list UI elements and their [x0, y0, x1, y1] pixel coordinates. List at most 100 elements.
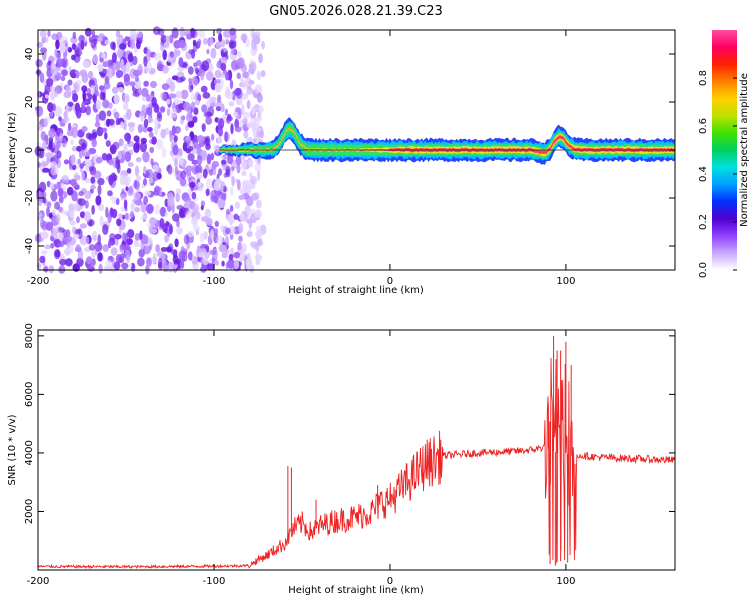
noise-blob: [181, 115, 186, 121]
noise-blob: [99, 215, 104, 227]
noise-blob: [84, 27, 92, 37]
noise-blob: [44, 84, 51, 95]
noise-blob: [168, 34, 174, 44]
noise-blob: [208, 168, 214, 176]
noise-blob: [250, 48, 257, 56]
noise-blob: [94, 83, 99, 93]
noise-blob: [233, 213, 239, 220]
noise-blob: [41, 250, 48, 255]
x-tick-label: 0: [387, 276, 393, 287]
noise-blob: [81, 171, 85, 181]
noise-blob: [256, 70, 261, 81]
noise-blob: [143, 80, 149, 87]
noise-blob: [118, 138, 124, 147]
noise-blob: [229, 167, 233, 179]
noise-blob: [87, 265, 95, 272]
noise-blob: [227, 213, 236, 224]
noise-blob: [102, 99, 110, 109]
noise-blob: [38, 212, 43, 219]
noise-blob: [48, 128, 56, 139]
noise-blob: [146, 203, 154, 214]
noise-blob: [116, 48, 123, 59]
noise-blob: [211, 163, 216, 171]
noise-blob: [213, 179, 221, 191]
noise-blob: [161, 83, 170, 91]
noise-blob: [154, 185, 160, 196]
noise-blob: [241, 243, 248, 254]
noise-blob: [128, 125, 135, 133]
noise-blob: [233, 259, 240, 269]
noise-blob: [46, 114, 51, 124]
noise-blob: [197, 93, 202, 102]
noise-blob: [106, 67, 114, 79]
noise-blob: [107, 241, 112, 249]
noise-blob: [52, 209, 56, 217]
noise-blob: [149, 228, 158, 234]
noise-blob: [162, 261, 170, 273]
noise-blob: [111, 86, 119, 94]
noise-blob: [132, 91, 140, 97]
noise-blob: [102, 61, 109, 68]
noise-blob: [74, 102, 81, 113]
noise-blob: [229, 247, 234, 255]
noise-blob: [59, 258, 67, 266]
noise-blob: [248, 79, 255, 85]
noise-blob: [220, 49, 224, 57]
noise-blob: [164, 211, 169, 218]
noise-blob: [136, 157, 142, 163]
noise-blob: [243, 130, 249, 139]
noise-blob: [235, 87, 243, 99]
noise-blob: [85, 177, 90, 184]
noise-blob: [196, 145, 201, 155]
noise-blob: [37, 124, 44, 131]
noise-blob: [255, 251, 260, 259]
noise-blob: [225, 165, 231, 176]
noise-blob: [216, 235, 224, 245]
noise-blob: [134, 199, 143, 206]
noise-blob: [123, 93, 130, 104]
noise-blob: [178, 209, 185, 219]
noise-blob: [82, 70, 86, 79]
noise-blob: [75, 79, 82, 86]
noise-blob: [139, 230, 143, 240]
noise-blob: [154, 203, 160, 215]
noise-blob: [169, 51, 174, 58]
noise-blob: [210, 229, 215, 240]
noise-blob: [38, 198, 42, 207]
noise-blob: [115, 117, 120, 126]
noise-blob: [84, 158, 92, 167]
noise-blob: [172, 144, 179, 156]
noise-blob: [37, 90, 41, 98]
noise-blob: [237, 179, 241, 191]
noise-blob: [178, 250, 186, 261]
noise-blob: [44, 93, 49, 99]
noise-blob: [169, 81, 176, 92]
noise-blob: [231, 90, 236, 101]
noise-blob: [200, 85, 208, 93]
noise-blob: [174, 165, 179, 176]
noise-blob: [120, 253, 126, 259]
noise-blob: [167, 196, 175, 207]
noise-blob: [123, 199, 128, 210]
noise-blob: [70, 72, 77, 79]
noise-blob: [193, 107, 199, 115]
noise-blob: [136, 31, 143, 39]
noise-blob: [103, 81, 111, 90]
noise-blob: [227, 154, 234, 165]
noise-blob: [44, 244, 52, 250]
noise-blob: [201, 104, 208, 113]
noise-blob: [81, 149, 86, 157]
noise-blob: [85, 236, 90, 245]
noise-blob: [187, 230, 194, 238]
noise-blob: [209, 96, 217, 103]
noise-blob: [234, 118, 240, 129]
noise-blob: [128, 185, 134, 194]
noise-blob: [140, 215, 147, 221]
noise-blob: [185, 124, 189, 132]
noise-blob: [149, 217, 156, 226]
noise-blob: [173, 49, 178, 59]
noise-blob: [206, 178, 213, 190]
noise-blob: [205, 71, 214, 81]
noise-blob: [126, 238, 133, 246]
noise-blob: [62, 118, 68, 125]
